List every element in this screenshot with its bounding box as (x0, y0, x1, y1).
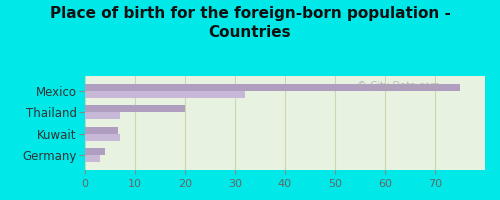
Text: © City-Data.com: © City-Data.com (357, 81, 440, 91)
Bar (85, 84, 460, 91)
Text: Place of birth for the foreign-born population -
Countries: Place of birth for the foreign-born popu… (50, 6, 450, 40)
Bar (85, 105, 185, 112)
Bar (85, 134, 120, 141)
Bar (85, 155, 100, 162)
Bar (85, 112, 120, 119)
Bar (85, 127, 117, 134)
Bar (85, 91, 245, 98)
Bar (85, 148, 105, 155)
